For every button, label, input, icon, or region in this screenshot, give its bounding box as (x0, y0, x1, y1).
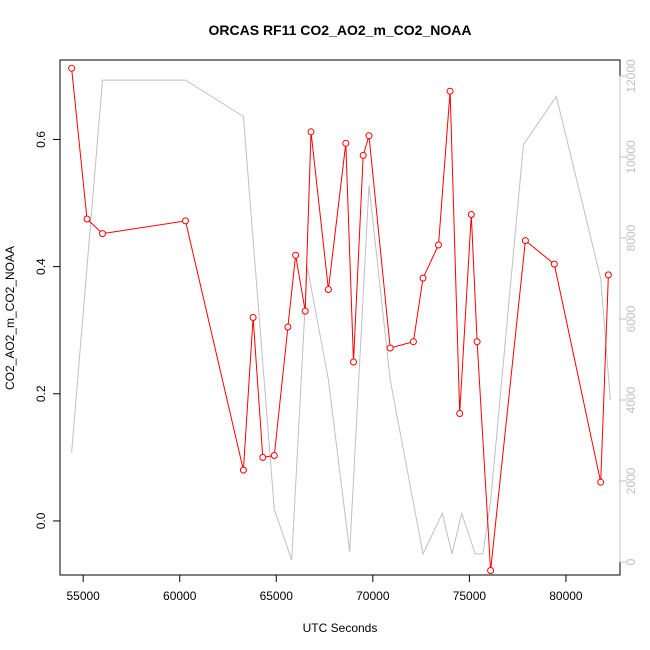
data-point (467, 211, 475, 218)
primary-series-line (71, 68, 609, 571)
x-tick-label: 55000 (66, 589, 100, 603)
x-tick-label: 75000 (453, 589, 487, 603)
x-axis-label: UTC Seconds (303, 621, 378, 635)
y-tick-label: 0.6 (34, 131, 48, 148)
y-tick-label: 0.0 (34, 512, 48, 529)
data-point (409, 338, 417, 346)
data-point (456, 410, 464, 417)
y2-tick-label: 4000 (624, 386, 638, 413)
secondary-series-layer (71, 79, 611, 561)
data-point (597, 478, 605, 486)
x-axis: 55000 60000 65000 70000 75000 80000 (66, 574, 583, 603)
data-point (365, 132, 373, 140)
data-point (249, 314, 257, 321)
y2-tick-label: 6000 (624, 305, 638, 332)
data-point (301, 307, 309, 315)
y2-tick-label: 10000 (624, 140, 638, 174)
data-point (435, 241, 442, 249)
data-point (419, 274, 427, 282)
data-point (284, 323, 292, 331)
x-tick-label: 65000 (260, 589, 294, 603)
y-tick-label: 0.2 (34, 385, 48, 402)
y-axis-label: CO2_AO2_m_CO2_NOAA (3, 246, 17, 390)
data-point (68, 64, 76, 72)
data-point (239, 466, 247, 474)
secondary-series-line (71, 79, 611, 561)
data-point (324, 286, 332, 293)
data-point (359, 151, 367, 159)
data-point (270, 452, 278, 459)
x-tick-label: 80000 (549, 589, 583, 603)
y2-tick-label: 2000 (624, 467, 638, 494)
y-axis-left: 0.0 0.2 0.4 0.6 (34, 131, 61, 529)
x-tick-label: 60000 (163, 589, 197, 603)
data-point (487, 567, 495, 574)
y2-tick-label: 8000 (624, 224, 638, 251)
data-point (386, 344, 394, 352)
x-tick-label: 70000 (356, 589, 390, 603)
data-point (83, 215, 91, 223)
data-point (259, 453, 267, 461)
y2-tick-label: 12000 (624, 59, 638, 93)
data-point (99, 230, 106, 238)
data-point (604, 271, 612, 279)
data-point (342, 139, 350, 147)
y2-tick-label: 0 (624, 558, 638, 565)
data-point (182, 217, 189, 225)
chart-title: ORCAS RF11 CO2_AO2_m_CO2_NOAA (209, 22, 472, 38)
data-point (350, 358, 357, 366)
y-axis-right: 0 2000 4000 6000 8000 10000 12000 (619, 59, 638, 565)
y-tick-label: 0.4 (34, 258, 48, 275)
primary-series-layer (68, 64, 612, 574)
data-point (550, 260, 558, 268)
data-point (473, 338, 481, 346)
data-point (307, 128, 315, 136)
data-point (292, 251, 300, 259)
data-point (446, 87, 454, 95)
data-point (521, 237, 529, 245)
